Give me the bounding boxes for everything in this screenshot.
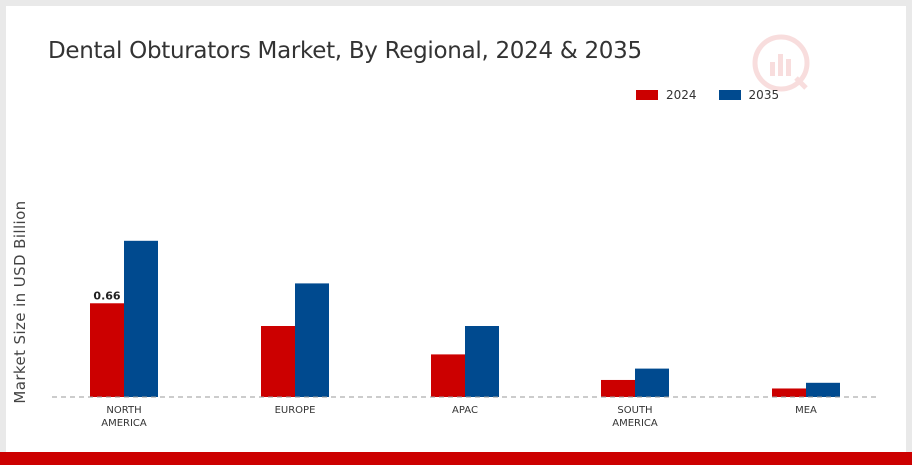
legend-label-2035: 2035 <box>748 88 780 102</box>
bar-2024-apac <box>431 354 465 397</box>
chart-title: Dental Obturators Market, By Regional, 2… <box>48 38 642 64</box>
legend: 2024 2035 <box>636 88 801 102</box>
bar-2024-mea <box>772 388 806 397</box>
bar-2035-south-america <box>635 368 669 397</box>
bottom-accent-bar <box>0 452 912 465</box>
bar-2035-north-america <box>124 240 158 397</box>
x-tick-label: MEA <box>795 405 817 416</box>
legend-swatch-2035 <box>718 90 741 100</box>
bar-2024-south-america <box>601 379 635 397</box>
legend-label-2024: 2024 <box>666 88 697 102</box>
bar-2035-apac <box>465 326 499 397</box>
x-tick-label: APAC <box>452 405 478 416</box>
bar-2035-europe <box>295 283 329 397</box>
x-tick-label: SOUTH AMERICA <box>612 405 658 429</box>
x-tick-label: EUROPE <box>275 405 316 416</box>
legend-swatch-2024 <box>636 90 658 100</box>
bar-2024-europe <box>261 326 295 397</box>
data-label: 0.66 <box>93 289 120 302</box>
bar-2035-mea <box>806 382 840 397</box>
bar-2024-north-america <box>90 303 124 397</box>
x-tick-label: NORTH AMERICA <box>101 405 147 429</box>
legend-item-2024: 2024 <box>636 88 697 102</box>
legend-item-2035: 2035 <box>718 88 780 102</box>
logo-watermark-icon <box>752 34 810 92</box>
